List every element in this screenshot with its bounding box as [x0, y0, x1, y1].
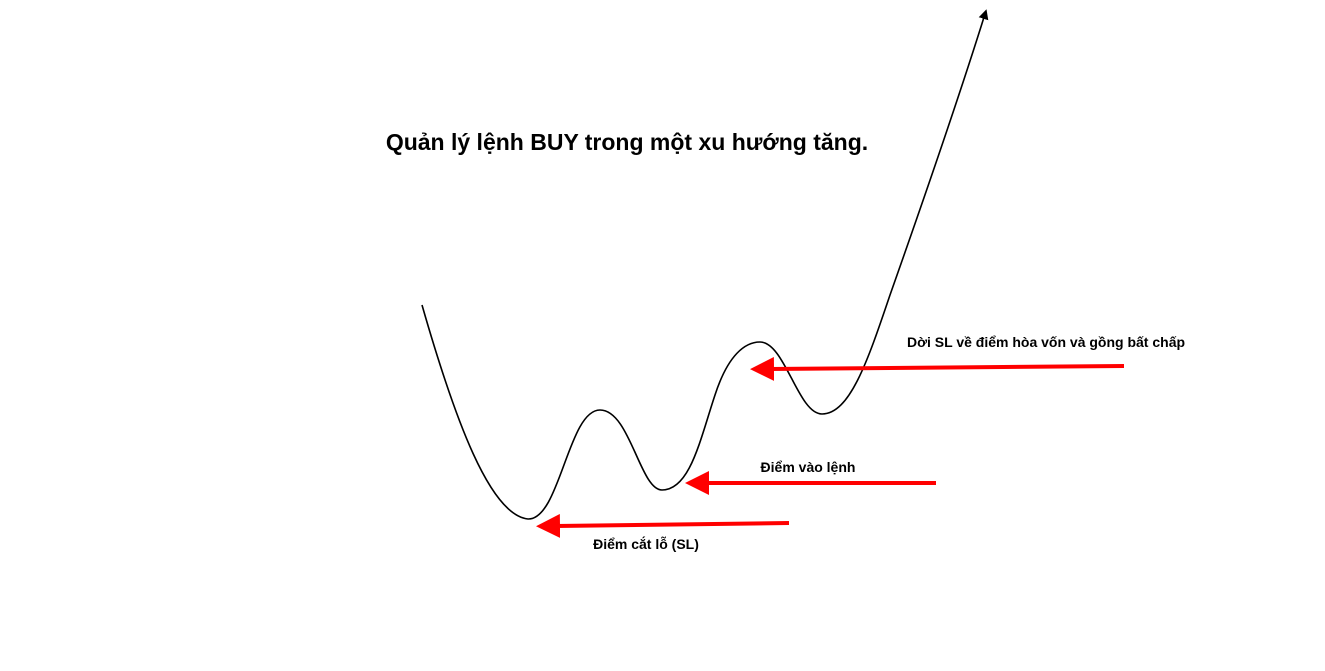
diagram-title: Quản lý lệnh BUY trong một xu hướng tăng… [386, 129, 868, 155]
breakeven-arrow [750, 356, 1125, 381]
breakeven-label: Dời SL về điểm hòa vốn và gồng bất chấp [907, 334, 1185, 350]
entry-label: Điểm vào lệnh [761, 459, 856, 475]
stop-loss-label: Điểm cắt lỗ (SL) [593, 535, 699, 552]
price-curve [421, 9, 989, 520]
stop-loss-arrow [536, 513, 790, 538]
